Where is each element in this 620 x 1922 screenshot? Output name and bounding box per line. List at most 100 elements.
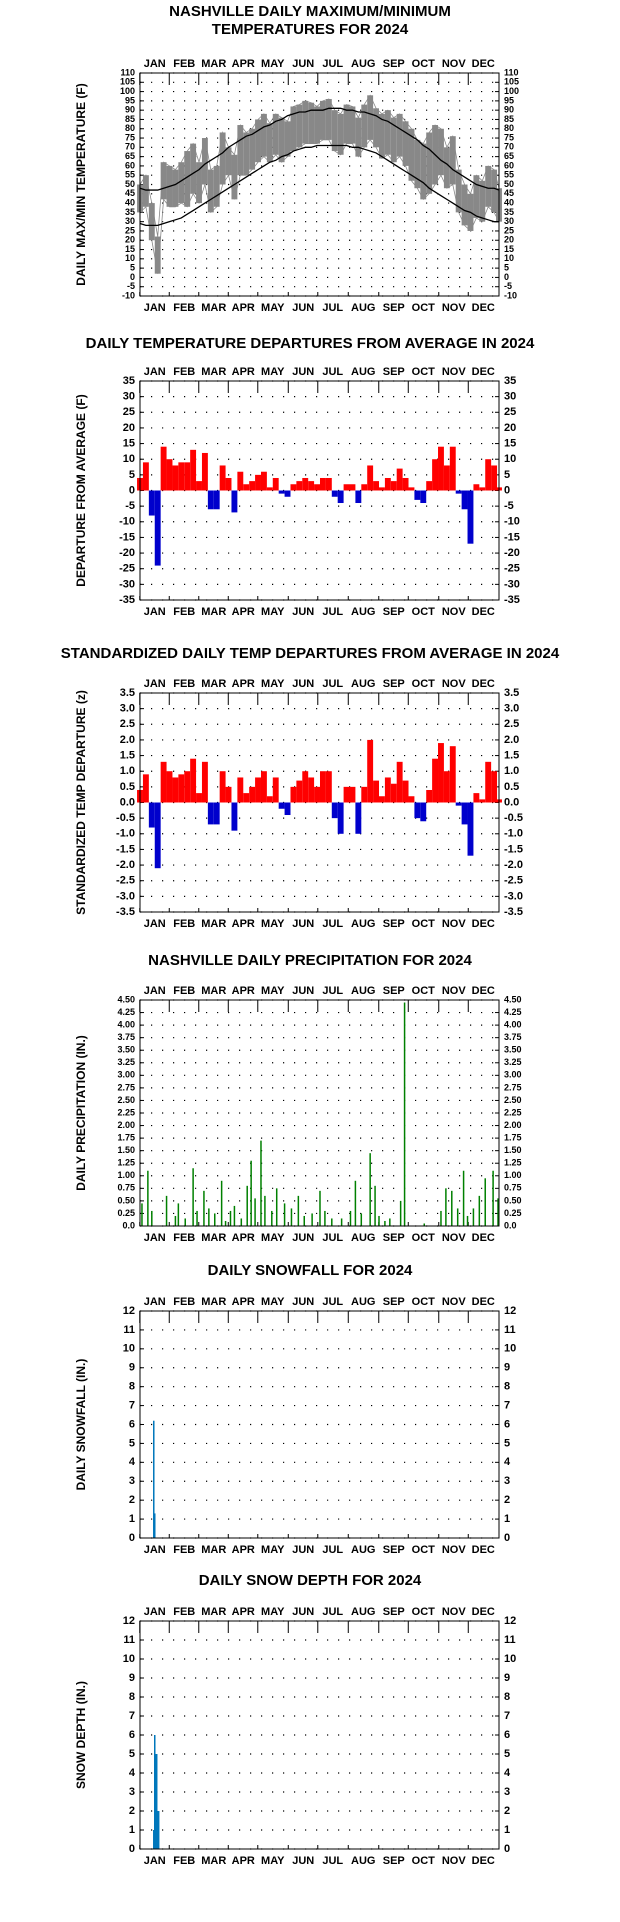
range-bar [302, 100, 309, 144]
y-tick-label: 12 [123, 1615, 135, 1627]
range-bar [178, 162, 185, 204]
bar [207, 490, 214, 510]
x-tick-label-top: AUG [351, 678, 375, 690]
x-tick-label-top: JUN [292, 985, 314, 997]
bar [154, 1754, 157, 1849]
x-tick-label: NOV [442, 302, 467, 314]
range-bar [296, 104, 303, 148]
bar [203, 1190, 205, 1226]
x-tick-label-top: SEP [383, 678, 405, 690]
x-tick-label: JUL [322, 1855, 343, 1867]
x-tick-label-top: MAY [261, 1606, 285, 1618]
x-tick-label: DEC [472, 1544, 495, 1556]
bar [432, 758, 439, 803]
x-tick-label-top: MAR [201, 366, 226, 378]
x-tick-label: MAY [261, 302, 285, 314]
y-tick-label: 3.75 [117, 1032, 135, 1042]
bar [255, 474, 261, 491]
x-tick-label: MAY [261, 918, 285, 930]
bar [196, 481, 202, 491]
x-tick-label: FEB [173, 1855, 195, 1867]
x-tick-label: APR [232, 606, 255, 618]
x-tick-label: DEC [472, 302, 495, 314]
x-tick-label-top: DEC [472, 1606, 495, 1618]
bar [390, 481, 397, 491]
y-tick-label-right: 11 [504, 1634, 516, 1646]
y-tick-label-right: 2.50 [504, 1095, 522, 1105]
range-bar [367, 95, 374, 140]
bar [260, 471, 267, 491]
bar [379, 487, 385, 491]
y-axis-label: SNOW DEPTH (IN.) [74, 1681, 88, 1789]
bar [166, 459, 173, 491]
y-tick-label-right: 3.00 [504, 1070, 522, 1080]
range-bar [479, 180, 486, 222]
x-tick-label: APR [232, 918, 255, 930]
bar [249, 786, 256, 803]
bar [196, 1210, 198, 1226]
y-tick-label: 0 [130, 272, 135, 282]
series-line [139, 139, 500, 274]
y-tick-label-right: -1.0 [504, 828, 523, 840]
bar [172, 465, 179, 491]
x-tick-label-top: MAR [201, 985, 226, 997]
range-bar [461, 184, 468, 226]
bar [456, 1208, 459, 1226]
x-tick-label: OCT [412, 1232, 436, 1244]
bar [184, 1218, 186, 1226]
range-bar [337, 113, 344, 155]
y-tick-label: 3 [129, 1786, 135, 1798]
x-tick-label: JUN [292, 1232, 314, 1244]
y-tick-label: 10 [123, 1343, 135, 1355]
x-tick-label-top: MAY [261, 985, 285, 997]
y-tick-label-right: 3.0 [504, 703, 519, 715]
plot-frame [139, 1310, 500, 1539]
y-tick-label-right: 55 [504, 170, 514, 180]
x-tick-label: NOV [442, 918, 467, 930]
y-axis-label: DAILY SNOWFALL (IN.) [74, 1359, 88, 1491]
y-tick-label-right: 9 [504, 1362, 510, 1374]
range-bar [355, 117, 362, 157]
x-tick-label: AUG [351, 1855, 375, 1867]
y-tick-label: 5 [130, 263, 135, 273]
bar [141, 1203, 143, 1226]
range-bar [272, 113, 279, 155]
x-tick-label-top: DEC [472, 366, 495, 378]
y-tick-label: 90 [125, 105, 135, 115]
bar [389, 1218, 391, 1226]
bar [443, 465, 450, 491]
x-tick-label: FEB [173, 918, 195, 930]
x-tick-label-top: MAR [201, 58, 226, 70]
x-tick-label: DEC [472, 918, 495, 930]
bar [160, 446, 167, 491]
range-bar [243, 132, 250, 176]
range-bar [290, 106, 297, 152]
bar [325, 771, 332, 803]
y-tick-label-right: 20 [504, 235, 514, 245]
y-tick-label: 4 [129, 1767, 136, 1779]
y-tick-label: 12 [123, 1305, 135, 1317]
x-tick-label-top: FEB [173, 1296, 195, 1308]
bar [337, 802, 344, 834]
range-bar [384, 110, 391, 155]
y-tick-label: 1.0 [120, 765, 135, 777]
range-bar [196, 162, 202, 204]
y-tick-label-right: 4.00 [504, 1019, 522, 1029]
y-tick-label-right: -3.5 [504, 906, 523, 918]
x-tick-label: JAN [144, 606, 166, 618]
chart-title: NASHVILLE DAILY MAXIMUM/MINIMUM [169, 3, 451, 20]
y-tick-label-right: 3.75 [504, 1032, 522, 1042]
y-tick-label-right: 65 [504, 151, 514, 161]
y-tick-label-right: 40 [504, 197, 514, 207]
bar [151, 1210, 153, 1226]
bar [157, 1811, 160, 1849]
y-tick-label-right: 6 [504, 1729, 510, 1741]
y-tick-label: 2.00 [117, 1120, 135, 1130]
x-tick-label-top: AUG [351, 1606, 375, 1618]
bar [155, 1754, 158, 1849]
range-bar [201, 138, 208, 185]
y-tick-label-right: 1.5 [504, 749, 519, 761]
bar [355, 802, 362, 834]
range-bar [491, 169, 498, 213]
